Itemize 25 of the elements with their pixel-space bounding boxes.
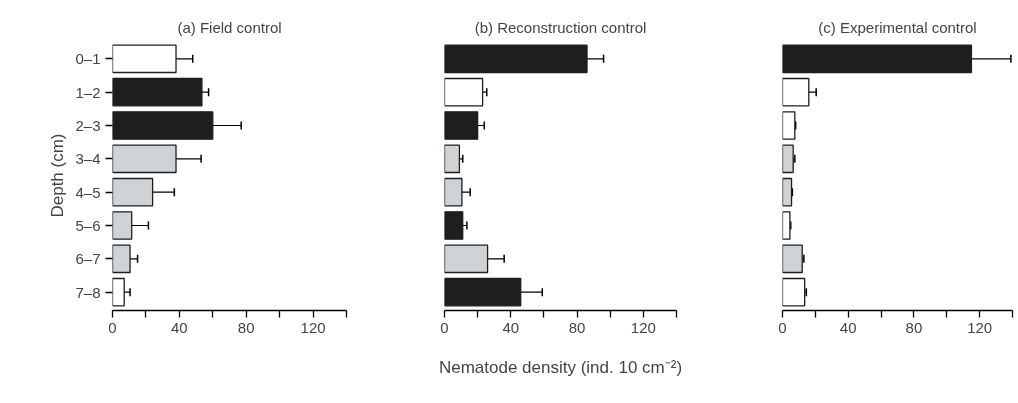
y-tick-label: 7–8 <box>75 283 101 301</box>
x-tick-label: 120 <box>967 318 993 336</box>
y-tick-label: 4–5 <box>75 183 101 201</box>
y-tick-label: 1–2 <box>75 83 101 101</box>
x-tick-label: 120 <box>630 318 656 336</box>
x-axis-title: Nematode density (ind. 10 cm⁻²) <box>438 357 683 377</box>
chart-title: (a) Field control <box>177 18 282 36</box>
y-tick-label: 6–7 <box>75 250 101 268</box>
x-tick-label: 0 <box>778 318 787 336</box>
chart-title: (c) Experimental control <box>818 18 977 36</box>
x-tick-label: 40 <box>171 318 188 336</box>
x-tick-label: 80 <box>905 318 923 336</box>
y-tick-label: 2–3 <box>75 117 101 134</box>
y-tick-label: 0–1 <box>75 50 101 68</box>
x-tick-label: 80 <box>237 318 255 336</box>
x-tick-label: 120 <box>300 318 326 336</box>
x-tick-label: 40 <box>839 318 857 336</box>
y-axis-title: Depth (cm) <box>48 133 68 218</box>
y-tick-label: 5–6 <box>75 217 101 234</box>
y-tick-label: 3–4 <box>75 150 101 168</box>
x-tick-label: 0 <box>440 318 449 336</box>
chart-title: (b) Reconstruction control <box>474 18 647 36</box>
x-tick-label: 40 <box>502 318 520 336</box>
x-tick-label: 80 <box>568 318 586 336</box>
x-tick-label: 0 <box>108 318 117 336</box>
